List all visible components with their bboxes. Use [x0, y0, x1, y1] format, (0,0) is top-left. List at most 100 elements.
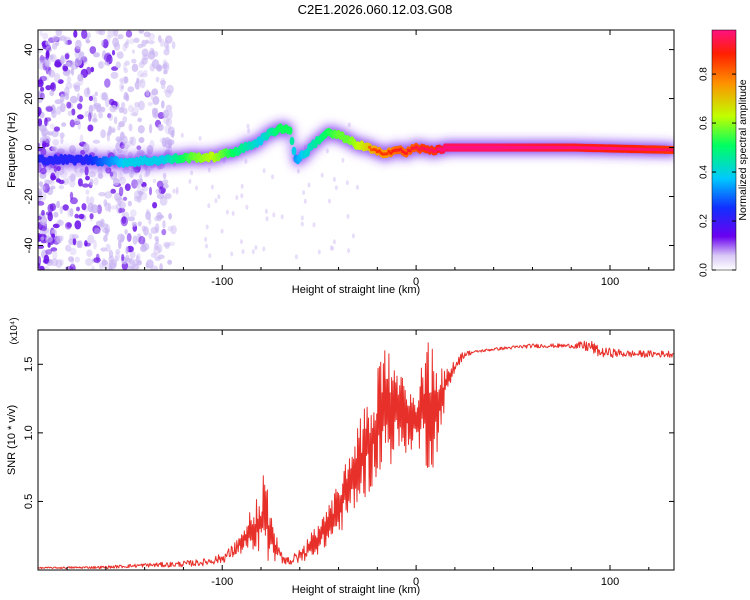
colorbar-label: Normalized spectral amplitude	[737, 79, 749, 220]
colorbar-tick-label: 0.8	[699, 67, 710, 81]
noise-blob	[78, 213, 85, 220]
noise-blob	[121, 212, 125, 218]
noise-blob	[170, 130, 175, 138]
noise-blob	[175, 187, 179, 192]
noise-blob	[92, 225, 101, 234]
noise-blob	[157, 123, 164, 132]
noise-blob	[54, 99, 63, 105]
noise-blob	[171, 41, 176, 49]
noise-blob	[91, 118, 98, 123]
noise-blob	[53, 126, 61, 132]
noise-blob	[113, 30, 119, 37]
noise-blob	[163, 88, 167, 94]
noise-blob	[38, 234, 42, 242]
noise-blob	[116, 51, 124, 59]
noise-blob	[164, 242, 170, 249]
noise-blob	[56, 235, 62, 244]
noise-blob	[154, 236, 159, 242]
noise-blob	[79, 168, 85, 174]
noise-blob	[51, 129, 59, 138]
noise-blob	[115, 142, 121, 152]
noise-blob	[208, 253, 212, 259]
noise-blob	[42, 32, 49, 40]
noise-blob	[214, 198, 218, 204]
noise-blob	[52, 35, 59, 42]
colorbar-tick-label: 0.0	[699, 263, 710, 277]
noise-blob	[86, 32, 92, 39]
noise-blob	[303, 198, 307, 204]
noise-blob	[334, 185, 338, 191]
noise-blob	[119, 78, 124, 83]
noise-blob	[138, 190, 144, 196]
noise-blob	[85, 258, 93, 266]
noise-blob	[251, 249, 255, 255]
noise-blob	[190, 170, 194, 176]
noise-blob	[231, 210, 235, 216]
noise-blob	[149, 47, 155, 55]
noise-blob	[47, 212, 53, 222]
noise-blob	[204, 236, 208, 242]
noise-blob	[40, 236, 45, 241]
noise-blob	[70, 61, 79, 70]
noise-blob	[167, 139, 175, 146]
noise-blob	[151, 88, 159, 96]
noise-blob	[110, 71, 119, 79]
noise-blob	[69, 119, 76, 128]
noise-blob	[240, 239, 243, 245]
noise-blob	[131, 179, 138, 189]
noise-blob	[169, 110, 173, 119]
noise-blob	[50, 229, 57, 235]
noise-blob	[50, 185, 56, 190]
noise-blob	[52, 223, 60, 229]
noise-blob	[75, 39, 82, 50]
noise-blob	[126, 265, 134, 270]
noise-blob	[90, 104, 97, 111]
noise-blob	[112, 37, 119, 48]
noise-blob	[56, 106, 62, 115]
noise-blob	[45, 106, 53, 112]
track-core-point	[418, 148, 422, 152]
noise-blob	[133, 195, 142, 202]
noise-blob	[90, 204, 99, 214]
noise-blob	[152, 96, 160, 105]
noise-blob	[44, 57, 51, 68]
noise-blob	[88, 171, 96, 178]
noise-blob	[118, 240, 122, 250]
noise-blob	[110, 205, 119, 210]
noise-blob	[127, 200, 132, 207]
noise-blob	[230, 251, 234, 257]
noise-blob	[131, 106, 139, 117]
noise-blob	[122, 116, 128, 123]
track-core-point	[433, 149, 438, 153]
colorbar-tick-label: 0.2	[699, 214, 710, 228]
noise-blob	[137, 117, 142, 123]
noise-blob	[125, 94, 130, 102]
track-point	[287, 126, 293, 135]
noise-blob	[166, 84, 174, 94]
noise-blob	[207, 203, 211, 209]
noise-blob	[38, 215, 42, 221]
noise-blob	[254, 245, 258, 251]
noise-blob	[85, 175, 90, 181]
noise-blob	[138, 235, 146, 245]
noise-blob	[93, 177, 99, 186]
noise-blob	[103, 53, 112, 63]
noise-blob	[54, 61, 62, 68]
noise-blob	[134, 190, 142, 200]
noise-blob	[84, 166, 89, 176]
noise-blob	[50, 247, 58, 252]
noise-blob	[110, 188, 116, 194]
noise-blob	[138, 61, 145, 69]
noise-blob	[167, 259, 173, 265]
noise-blob	[77, 114, 84, 120]
noise-blob	[115, 251, 120, 262]
track-core-point	[389, 151, 393, 155]
noise-blob	[69, 145, 76, 154]
snr-frame	[37, 329, 675, 571]
noise-blob	[137, 100, 145, 111]
noise-blob	[69, 95, 78, 104]
noise-blob	[272, 212, 276, 218]
noise-blob	[130, 112, 138, 117]
noise-blob	[296, 168, 300, 174]
noise-blob	[59, 132, 65, 139]
